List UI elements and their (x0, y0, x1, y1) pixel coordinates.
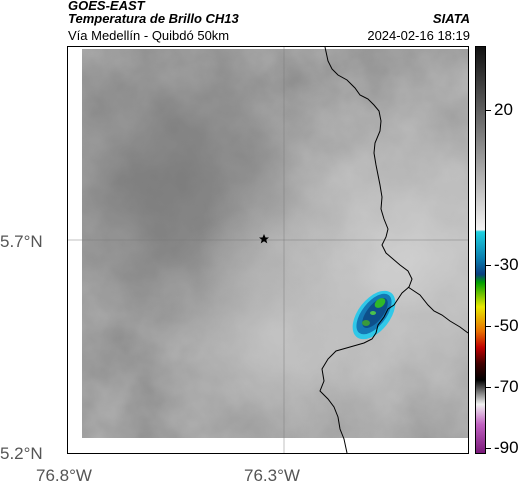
lon-tick-label: 76.8°W (36, 466, 92, 485)
colorbar-label: -30 (494, 255, 519, 274)
lon-tick-label: 76.3°W (244, 466, 300, 485)
brightness-temperature-map[interactable] (68, 47, 468, 453)
product-title: Temperatura de Brillo CH13 (68, 11, 239, 26)
colorbar-tick (485, 265, 491, 266)
star-icon[interactable] (259, 234, 269, 244)
colorbar-label: 20 (494, 100, 513, 119)
colorbar-tick (485, 326, 491, 327)
satellite-imagery (82, 49, 468, 438)
convective-storm-cell (352, 290, 396, 340)
temperature-colorbar (475, 46, 486, 454)
colorbar-tick (485, 387, 491, 388)
map-panel[interactable] (67, 46, 469, 454)
colorbar-tick (485, 110, 491, 111)
datetime-label: 2024-02-16 18:19 (367, 28, 470, 43)
lat-tick-label: 5.2°N (0, 444, 43, 463)
colorbar-label: -70 (494, 377, 519, 396)
agency-label: SIATA (432, 11, 470, 26)
satellite-title: GOES-EAST (68, 0, 145, 13)
colorbar-gradient (476, 47, 485, 453)
colorbar-tick (485, 448, 491, 449)
region-label: Vía Medellín - Quibdó 50km (68, 28, 230, 43)
administrative-border-east (407, 286, 468, 334)
colorbar-label: -90 (494, 438, 519, 457)
colorbar-label: -50 (494, 316, 519, 335)
administrative-border (319, 47, 413, 453)
lat-tick-label: 5.7°N (0, 232, 43, 251)
